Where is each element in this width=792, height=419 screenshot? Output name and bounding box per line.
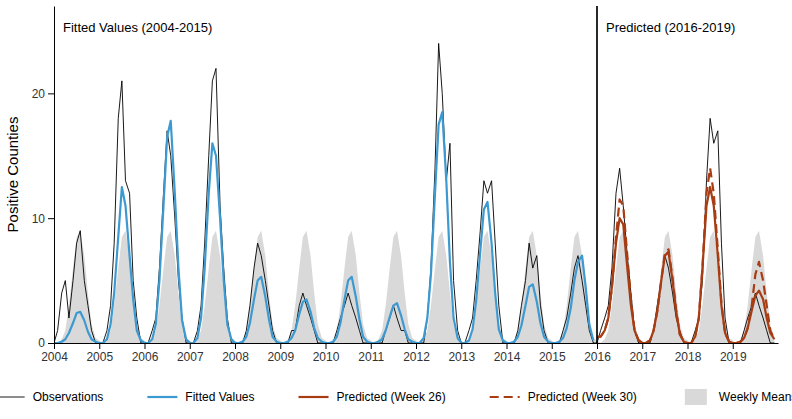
legend-label: Predicted (Week 30): [528, 390, 637, 404]
x-tick: 2006: [132, 343, 159, 364]
legend-label: Fitted Values: [185, 390, 254, 404]
x-tick-mark: [461, 343, 462, 349]
x-tick-label: 2013: [448, 350, 475, 364]
x-tick-mark: [733, 343, 734, 349]
legend: Observations Fitted Values Predicted (Week…: [0, 389, 792, 405]
legend-swatch: [490, 396, 520, 398]
x-tick: 2013: [448, 343, 475, 364]
x-tick-mark: [99, 343, 100, 349]
y-tick: 0: [38, 336, 54, 350]
y-axis-line: [54, 7, 55, 344]
y-tick-mark: [48, 343, 54, 344]
x-tick-label: 2004: [41, 350, 68, 364]
x-tick-label: 2005: [86, 350, 113, 364]
x-tick: 2014: [494, 343, 521, 364]
x-tick-label: 2014: [494, 350, 521, 364]
region-label: Fitted Values (2004-2015): [63, 20, 212, 35]
x-tick-mark: [280, 343, 281, 349]
x-tick-mark: [235, 343, 236, 349]
y-tick-label: 0: [38, 336, 45, 350]
legend-swatch: [299, 396, 329, 398]
x-tick: 2005: [86, 343, 113, 364]
x-tick-mark: [371, 343, 372, 349]
x-tick-mark: [552, 343, 553, 349]
x-tick-label: 2011: [358, 350, 384, 364]
regions: Fitted Values (2004-2015) Predicted (2016…: [63, 6, 735, 343]
legend-label: Weekly Means: [719, 390, 792, 404]
x-tick-label: 2008: [222, 350, 249, 364]
x-tick: 2017: [629, 343, 656, 364]
x-tick-mark: [688, 343, 689, 349]
legend-item: Observations: [0, 390, 103, 404]
y-tick-mark: [48, 218, 54, 219]
chart-svg: Fitted Values (2004-2015) Predicted (2016…: [0, 0, 792, 419]
x-tick: 2007: [177, 343, 204, 364]
region-divider: [596, 6, 597, 343]
legend-item: Fitted Values: [147, 390, 254, 404]
legend-swatch: [685, 389, 707, 405]
x-tick: 2011: [358, 343, 384, 364]
x-tick-label: 2017: [629, 350, 656, 364]
x-tick-label: 2010: [313, 350, 340, 364]
x-tick-mark: [145, 343, 146, 349]
x-tick: 2008: [222, 343, 249, 364]
y-axis-title: Positive Counties: [4, 117, 21, 233]
x-tick-mark: [416, 343, 417, 349]
x-tick: 2016: [584, 343, 611, 364]
region-label: Predicted (2016-2019): [606, 20, 735, 35]
x-tick-label: 2012: [403, 350, 430, 364]
x-tick: 2009: [267, 343, 294, 364]
series-line: [597, 168, 774, 343]
legend-item: Weekly Means: [685, 389, 792, 405]
x-tick-label: 2009: [267, 350, 294, 364]
plot-area: [54, 43, 774, 343]
y-tick-mark: [48, 93, 54, 94]
legend-label: Predicted (Week 26): [337, 390, 446, 404]
x-axis: 2004 2005 2006 2007 2008 2009 2010 2011 2012 2013…: [41, 343, 778, 364]
series-line: [54, 43, 774, 343]
region-divider: [596, 6, 597, 343]
y-tick-label: 20: [32, 87, 46, 101]
y-axis: 0 10 20: [32, 7, 55, 351]
x-tick-label: 2016: [584, 350, 611, 364]
x-tick-label: 2018: [675, 350, 702, 364]
chart-container: Fitted Values (2004-2015) Predicted (2016…: [0, 0, 792, 419]
x-tick-label: 2006: [132, 350, 159, 364]
x-tick: 2010: [313, 343, 340, 364]
legend-label: Observations: [33, 390, 104, 404]
y-tick-label: 10: [32, 212, 46, 226]
x-tick-label: 2015: [539, 350, 566, 364]
x-tick-mark: [642, 343, 643, 349]
x-tick: 2004: [41, 343, 68, 364]
x-tick-mark: [54, 343, 55, 349]
series-line: [54, 112, 593, 343]
x-tick: 2012: [403, 343, 430, 364]
x-tick: 2018: [675, 343, 702, 364]
legend-swatch: [0, 397, 25, 398]
x-tick: 2019: [720, 343, 747, 364]
legend-item: Predicted (Week 30): [490, 390, 637, 404]
x-tick-label: 2007: [177, 350, 204, 364]
legend-swatch: [147, 396, 177, 398]
x-tick-mark: [507, 343, 508, 349]
x-tick-label: 2019: [720, 350, 747, 364]
legend-item: Predicted (Week 26): [299, 390, 446, 404]
x-tick-mark: [597, 343, 598, 349]
y-tick: 10: [32, 212, 54, 226]
y-tick: 20: [32, 87, 54, 101]
x-tick: 2015: [539, 343, 566, 364]
x-tick-mark: [190, 343, 191, 349]
x-tick-mark: [326, 343, 327, 349]
